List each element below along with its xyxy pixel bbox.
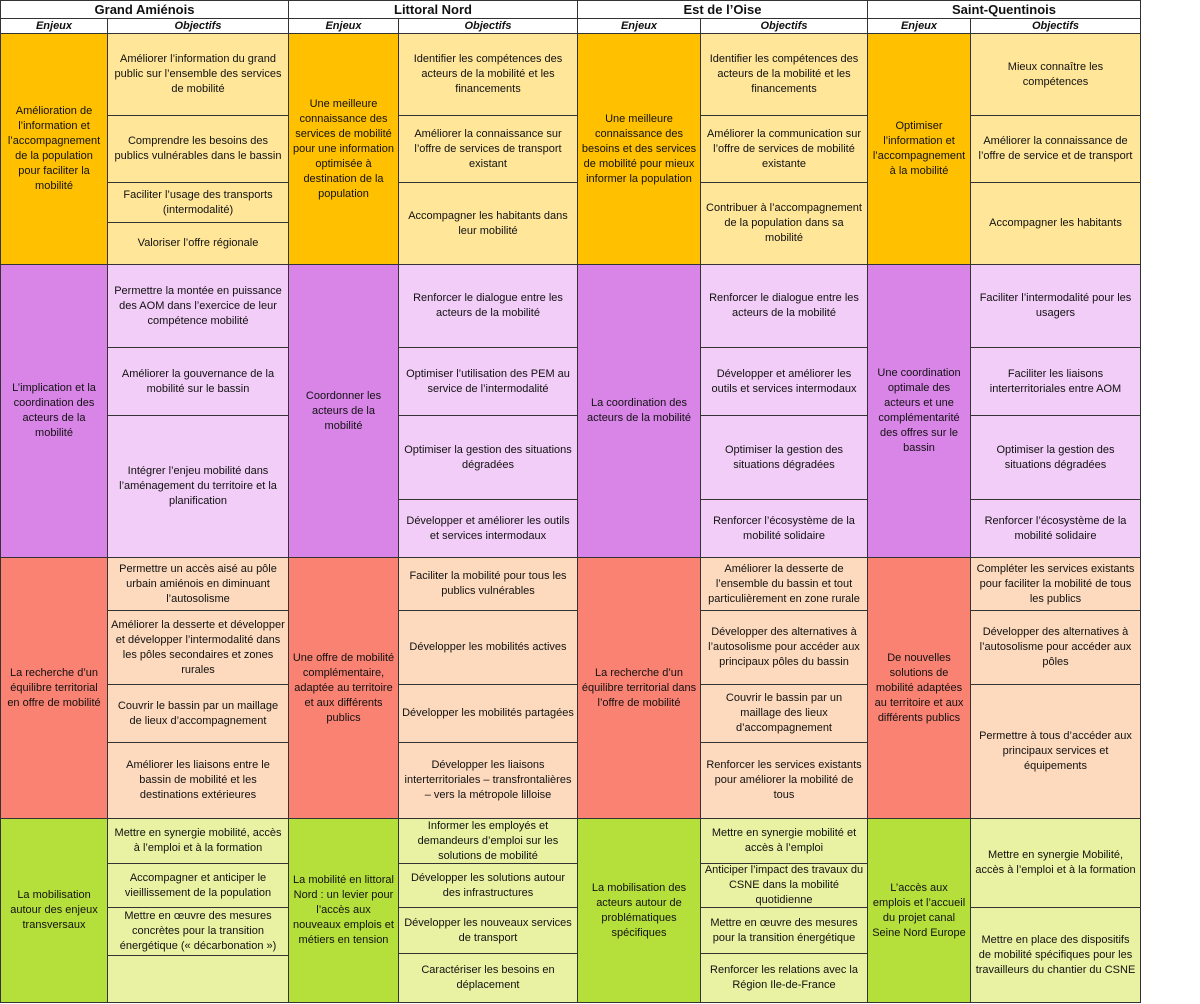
objectif-cell: Développer les liaisons interterritorial… bbox=[398, 742, 578, 819]
enjeu-cell: Amélioration de l’information et l’accom… bbox=[0, 33, 108, 265]
region-header: Littoral Nord bbox=[288, 0, 578, 19]
region-header: Est de l’Oise bbox=[577, 0, 868, 19]
objectif-cell: Mettre en œuvre des mesures pour la tran… bbox=[700, 907, 868, 954]
enjeu-cell: L’accès aux emplois et l’accueil du proj… bbox=[867, 818, 971, 1003]
objectif-cell: Développer et améliorer les outils et se… bbox=[398, 499, 578, 558]
enjeux-header: Enjeux bbox=[577, 18, 701, 34]
objectif-cell: Optimiser la gestion des situations dégr… bbox=[970, 415, 1141, 500]
objectif-cell: Développer et améliorer les outils et se… bbox=[700, 347, 868, 416]
enjeu-cell: Une offre de mobilité complémentaire, ad… bbox=[288, 557, 399, 819]
objectif-cell: Améliorer la gouvernance de la mobilité … bbox=[107, 347, 289, 416]
objectif-cell: Compléter les services existants pour fa… bbox=[970, 557, 1141, 611]
enjeux-header: Enjeux bbox=[867, 18, 971, 34]
objectif-cell: Améliorer la connaissance sur l’offre de… bbox=[398, 115, 578, 183]
objectif-cell: Renforcer les relations avec la Région I… bbox=[700, 953, 868, 1003]
objectif-cell: Améliorer la desserte de l’ensemble du b… bbox=[700, 557, 868, 611]
objectif-cell: Mettre en œuvre des mesures concrètes po… bbox=[107, 907, 289, 956]
objectif-cell: Couvrir le bassin par un maillage de lie… bbox=[107, 684, 289, 743]
objectif-cell: Mettre en synergie mobilité et accès à l… bbox=[700, 818, 868, 864]
objectif-cell: Optimiser la gestion des situations dégr… bbox=[700, 415, 868, 500]
objectif-cell: Comprendre les besoins des publics vulné… bbox=[107, 115, 289, 183]
objectif-cell: Développer des alternatives à l’autosoli… bbox=[970, 610, 1141, 685]
objectif-cell: Développer les mobilités actives bbox=[398, 610, 578, 685]
objectif-cell: Mettre en synergie Mobilité, accès à l’e… bbox=[970, 818, 1141, 908]
objectif-cell: Accompagner et anticiper le vieillisseme… bbox=[107, 863, 289, 908]
objectif-cell: Contribuer à l’accompagnement de la popu… bbox=[700, 182, 868, 265]
enjeu-cell: La coordination des acteurs de la mobili… bbox=[577, 264, 701, 558]
objectif-cell: Améliorer les liaisons entre le bassin d… bbox=[107, 742, 289, 819]
objectif-cell: Renforcer l’écosystème de la mobilité so… bbox=[700, 499, 868, 558]
enjeu-cell: Une meilleure connaissance des services … bbox=[288, 33, 399, 265]
objectif-cell: Renforcer le dialogue entre les acteurs … bbox=[700, 264, 868, 348]
objectif-cell: Améliorer la communication sur l’offre d… bbox=[700, 115, 868, 183]
objectifs-header: Objectifs bbox=[700, 18, 868, 34]
enjeu-cell: La mobilisation autour des enjeux transv… bbox=[0, 818, 108, 1003]
objectifs-header: Objectifs bbox=[970, 18, 1141, 34]
objectif-cell: Faciliter l’usage des transports (interm… bbox=[107, 182, 289, 223]
objectif-cell: Couvrir le bassin par un maillage des li… bbox=[700, 684, 868, 743]
enjeu-cell: Optimiser l’information et l’accompagnem… bbox=[867, 33, 971, 265]
objectif-cell: Améliorer la connaissance de l’offre de … bbox=[970, 115, 1141, 183]
objectif-cell: Identifier les compétences des acteurs d… bbox=[398, 33, 578, 116]
objectifs-header: Objectifs bbox=[107, 18, 289, 34]
objectif-cell: Caractériser les besoins en déplacement bbox=[398, 953, 578, 1003]
enjeu-cell: Coordonner les acteurs de la mobilité bbox=[288, 264, 399, 558]
objectif-cell: Optimiser la gestion des situations dégr… bbox=[398, 415, 578, 500]
enjeu-cell: De nouvelles solutions de mobilité adapt… bbox=[867, 557, 971, 819]
objectif-cell: Développer des alternatives à l’autosoli… bbox=[700, 610, 868, 685]
objectif-cell: Mieux connaître les compétences bbox=[970, 33, 1141, 116]
objectif-cell: Faciliter l’intermodalité pour les usage… bbox=[970, 264, 1141, 348]
region-header: Saint-Quentinois bbox=[867, 0, 1141, 19]
objectif-cell: Améliorer la desserte et développer et d… bbox=[107, 610, 289, 685]
enjeu-cell: La mobilisation des acteurs autour de pr… bbox=[577, 818, 701, 1003]
objectif-cell: Accompagner les habitants dans leur mobi… bbox=[398, 182, 578, 265]
empty-cell bbox=[107, 955, 289, 1003]
enjeux-header: Enjeux bbox=[288, 18, 399, 34]
objectifs-header: Objectifs bbox=[398, 18, 578, 34]
objectif-cell: Développer les nouveaux services de tran… bbox=[398, 907, 578, 954]
objectif-cell: Faciliter la mobilité pour tous les publ… bbox=[398, 557, 578, 611]
enjeu-cell: La mobilité en littoral Nord : un levier… bbox=[288, 818, 399, 1003]
enjeu-cell: La recherche d’un équilibre territorial … bbox=[577, 557, 701, 819]
objectif-cell: Améliorer l’information du grand public … bbox=[107, 33, 289, 116]
objectif-cell: Développer les mobilités partagées bbox=[398, 684, 578, 743]
objectif-cell: Identifier les compétences des acteurs d… bbox=[700, 33, 868, 116]
objectif-cell: Permettre à tous d’accéder aux principau… bbox=[970, 684, 1141, 819]
region-header: Grand Amiénois bbox=[0, 0, 289, 19]
objectif-cell: Faciliter les liaisons interterritoriale… bbox=[970, 347, 1141, 416]
objectif-cell: Mettre en synergie mobilité, accès à l’e… bbox=[107, 818, 289, 864]
objectif-cell: Valoriser l’offre régionale bbox=[107, 222, 289, 265]
objectif-cell: Renforcer l’écosystème de la mobilité so… bbox=[970, 499, 1141, 558]
enjeu-cell: Une coordination optimale des acteurs et… bbox=[867, 264, 971, 558]
enjeu-cell: La recherche d’un équilibre territorial … bbox=[0, 557, 108, 819]
objectif-cell: Accompagner les habitants bbox=[970, 182, 1141, 265]
objectif-cell: Développer les solutions autour des infr… bbox=[398, 863, 578, 908]
objectif-cell: Anticiper l’impact des travaux du CSNE d… bbox=[700, 863, 868, 908]
enjeu-cell: L’implication et la coordination des act… bbox=[0, 264, 108, 558]
objectif-cell: Renforcer les services existants pour am… bbox=[700, 742, 868, 819]
objectif-cell: Intégrer l’enjeu mobilité dans l’aménage… bbox=[107, 415, 289, 558]
objectif-cell: Mettre en place des dispositifs de mobil… bbox=[970, 907, 1141, 1003]
objectif-cell: Informer les employés et demandeurs d’em… bbox=[398, 818, 578, 864]
enjeu-cell: Une meilleure connaissance des besoins e… bbox=[577, 33, 701, 265]
objectif-cell: Permettre la montée en puissance des AOM… bbox=[107, 264, 289, 348]
objectif-cell: Permettre un accès aisé au pôle urbain a… bbox=[107, 557, 289, 611]
enjeux-header: Enjeux bbox=[0, 18, 108, 34]
objectif-cell: Optimiser l’utilisation des PEM au servi… bbox=[398, 347, 578, 416]
objectif-cell: Renforcer le dialogue entre les acteurs … bbox=[398, 264, 578, 348]
